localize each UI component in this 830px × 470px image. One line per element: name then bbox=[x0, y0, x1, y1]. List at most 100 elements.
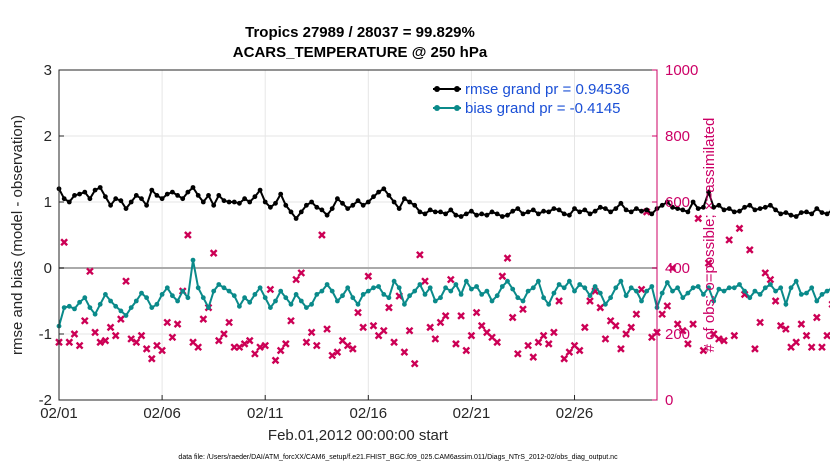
obs-count-marker bbox=[647, 333, 656, 342]
rmse-point bbox=[463, 211, 469, 217]
rmse-point bbox=[206, 193, 211, 198]
right-axis-label: # of obs: o=possible; ×=assimilated bbox=[701, 118, 718, 353]
obs-count-marker bbox=[658, 310, 667, 319]
obs-count-marker bbox=[498, 272, 507, 281]
obs-count-marker bbox=[678, 326, 687, 335]
rmse-point bbox=[726, 206, 732, 212]
bias-point bbox=[92, 311, 98, 317]
rmse-point bbox=[211, 202, 217, 208]
rmse-point bbox=[510, 208, 516, 214]
rmse-point bbox=[448, 207, 454, 213]
bias-point bbox=[314, 292, 320, 297]
rmse-point bbox=[819, 210, 825, 216]
rmse-point bbox=[639, 208, 644, 214]
bias-point bbox=[118, 308, 124, 314]
bias-point bbox=[463, 278, 469, 284]
obs-count-marker bbox=[421, 277, 429, 286]
obs-count-marker bbox=[122, 277, 130, 286]
rmse-point bbox=[365, 199, 371, 205]
rmse-point bbox=[340, 200, 345, 206]
obs-count-marker bbox=[622, 330, 630, 338]
rmse-point bbox=[438, 209, 443, 215]
obs-count-marker bbox=[611, 321, 620, 330]
bias-point bbox=[546, 301, 552, 307]
obs-count-marker bbox=[570, 341, 579, 350]
rmse-point bbox=[721, 207, 727, 213]
bias-point bbox=[396, 285, 402, 291]
bias-point bbox=[309, 301, 314, 307]
bias-point bbox=[469, 286, 474, 292]
bias-point bbox=[494, 293, 500, 299]
rmse-point bbox=[273, 200, 278, 206]
obs-count-marker bbox=[441, 312, 450, 320]
obs-count-marker bbox=[266, 285, 275, 294]
bias-point bbox=[417, 282, 423, 287]
bias-point bbox=[592, 284, 598, 289]
legend-rmse-marker bbox=[454, 86, 460, 92]
bias-point bbox=[458, 292, 464, 297]
rmse-point bbox=[309, 199, 314, 205]
bias-point bbox=[608, 295, 613, 301]
right-tick-label: 600 bbox=[665, 194, 690, 211]
y-axis-ticks: -2 -1 0 1 2 3 bbox=[39, 62, 64, 409]
obs-count-marker bbox=[302, 338, 311, 347]
rmse-point bbox=[814, 206, 820, 212]
legend-rmse-label: rmse grand pr = 0.94536 bbox=[465, 81, 630, 98]
rmse-point bbox=[768, 202, 773, 208]
bias-point bbox=[298, 298, 304, 304]
obs-count-marker bbox=[111, 331, 120, 340]
obs-count-marker bbox=[720, 336, 728, 345]
rmse-point bbox=[422, 211, 428, 217]
rmse-point bbox=[185, 189, 191, 195]
obs-count-marker bbox=[787, 343, 795, 352]
bias-point bbox=[402, 301, 407, 307]
obs-count-marker bbox=[637, 285, 646, 294]
x-axis-label: Feb.01,2012 00:00:00 start bbox=[268, 427, 449, 444]
obs-count-marker bbox=[663, 302, 672, 310]
obs-count-marker bbox=[276, 346, 285, 355]
obs-count-marker bbox=[529, 353, 538, 361]
rmse-point bbox=[824, 211, 830, 217]
bias-point bbox=[113, 303, 119, 309]
obs-count-marker bbox=[477, 321, 486, 330]
rmse-point bbox=[360, 202, 366, 208]
obs-count-marker bbox=[80, 316, 89, 325]
obs-count-marker bbox=[338, 336, 347, 345]
x-tick-label: 02/01 bbox=[40, 405, 78, 422]
bias-point bbox=[747, 295, 753, 301]
bias-point bbox=[680, 295, 686, 301]
bias-point bbox=[319, 288, 325, 294]
bias-point bbox=[757, 292, 763, 297]
bias-point bbox=[778, 285, 784, 291]
rmse-point bbox=[695, 206, 701, 212]
bias-point bbox=[139, 290, 144, 296]
bias-point bbox=[159, 292, 165, 297]
bias-point bbox=[103, 292, 108, 297]
rmse-point bbox=[757, 206, 763, 212]
bias-point bbox=[701, 292, 706, 297]
obs-count-marker bbox=[220, 330, 228, 338]
rmse-point bbox=[783, 210, 789, 216]
rmse-point bbox=[288, 209, 294, 215]
obs-count-marker bbox=[751, 345, 759, 353]
bias-point bbox=[345, 285, 351, 291]
rmse-point bbox=[237, 200, 242, 206]
bias-point bbox=[412, 288, 418, 294]
obs-count-marker bbox=[782, 325, 790, 333]
obs-count-marker bbox=[436, 318, 445, 327]
rmse-point bbox=[716, 202, 722, 208]
obs-count-marker bbox=[797, 320, 806, 328]
rmse-point bbox=[536, 211, 541, 217]
bias-point bbox=[66, 303, 72, 309]
y-tick-label: 0 bbox=[44, 260, 52, 277]
bias-point bbox=[154, 301, 160, 307]
bias-point bbox=[453, 282, 459, 287]
bias-point bbox=[97, 301, 103, 307]
rmse-point bbox=[66, 199, 72, 205]
bias-point bbox=[216, 282, 222, 287]
rmse-point bbox=[298, 209, 304, 215]
y-tick-label: -1 bbox=[39, 326, 52, 343]
bias-point bbox=[340, 293, 345, 299]
rmse-point bbox=[221, 198, 227, 204]
rmse-point bbox=[402, 196, 407, 202]
